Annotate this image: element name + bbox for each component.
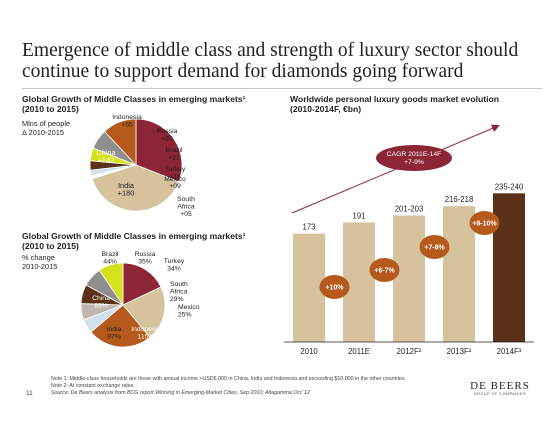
growth-label-4: +8-10% [472,221,497,228]
logo-sub: GROUP OF COMPANIES [473,392,527,396]
cagr-label: CAGR 2011E-14F +7-9% [387,151,442,166]
pie1-title: Global Growth of Middle Classes in emerg… [22,94,245,114]
pie2-subtitle: (2010 to 2015) [22,241,79,251]
bar-2012f- [393,215,425,342]
bar-2014f- [493,193,525,342]
pie1-slice-china [135,118,183,183]
pie2-unit-sub: 2010-2015 [22,261,58,271]
pie1-label-indonesia: Indonesia +55 [112,114,142,129]
pie1-unit-sub: Δ 2010-2015 [22,127,64,137]
pie2-label-turkey: Turkey 34% [164,258,185,273]
pie2-slice-brazil [98,262,124,307]
pie2-unit-label: % change [22,253,55,262]
pie2-title-text: Global Growth of Middle Classes in emerg… [22,231,246,241]
pie2-label-indonesia: Indonesia 115% [131,326,161,341]
x-tick-2014f-: 2014F³ [497,347,522,356]
bar-value-label-2010: 173 [302,223,315,232]
pie1-label-india: India +180 [118,181,135,198]
pie1-subtitle: (2010 to 2015) [22,104,79,114]
x-tick-2010: 2010 [300,347,318,356]
pie2-title: Global Growth of Middle Classes in emerg… [22,231,245,251]
growth-badge-3 [419,235,450,259]
pie1-title-text: Global Growth of Middle Classes in emerg… [22,94,246,104]
pie2-unit: % change 2010-2015 [22,253,58,271]
growth-label-3: +7-8% [424,245,445,252]
pie2-chart: China 83% India 97% Indonesia 115% Mexico 25%So… [80,251,200,348]
note-1: Note 1: Middle-class households are thos… [51,376,406,382]
pie1-label-china: China +142 [96,148,116,165]
growth-badge-2 [369,258,400,282]
bar-2011e [343,222,375,342]
pie2-label-south-africa: South Africa 29% [170,281,188,303]
bar-value-label-2012f-: 201-203 [395,205,424,214]
bar-value-label-2011e: 191 [352,211,365,220]
note-2: Note 2: At constant exchange rates [51,383,134,389]
growth-badge-4 [469,211,500,235]
bar-value-label-2014f-: 235-240 [495,182,524,191]
pie1-label-russia: Russia +32 [157,128,178,143]
pie1-label-mexico: Mexico +09 [164,176,186,190]
footnotes: Note 1: Middle-class households are thos… [51,376,406,397]
page-number: 11 [26,390,33,397]
pie2-slice-indonesia [90,304,151,348]
cagr-arrow [291,124,500,214]
company-logo: DE BEERS GROUP OF COMPANIES [465,380,535,396]
cagr-badge [376,145,452,171]
bar-title: Worldwide personal luxury goods market e… [290,94,499,114]
bar-chart: 173 2010 191 2011E 201-203 2012F² 216-218 2013F… [284,124,534,356]
pie1-label-south-africa: South Africa +05 [177,196,195,218]
bar-title-text: Worldwide personal luxury goods market e… [290,94,499,104]
pie2-label-mexico: Mexico 25% [178,304,200,319]
growth-label-2: +6-7% [374,268,395,275]
pie1-slice-indonesia [103,118,137,167]
bar-value-label-2013f-: 216-218 [445,195,474,204]
x-tick-2013f-: 2013F² [447,347,472,356]
pie2-label-india: India 97% [107,326,122,341]
pie2-label-brazil: Brazil 44% [102,251,119,266]
x-tick-2011e: 2011E [348,347,370,356]
title-divider [22,88,542,89]
page-title: Emergence of middle class and strength o… [22,40,519,82]
source-note: Source: De Beers analysis from BCG repor… [51,390,310,396]
pie1-unit: Mlns of people Δ 2010-2015 [22,119,71,137]
pie2-label-china: China 83% [92,295,110,310]
pie2-slice-china [122,262,162,306]
growth-badge-1 [319,275,350,299]
bar-2013f- [443,206,475,342]
growth-label-1: +10% [325,285,344,292]
pie1-label-turkey: Turkey +15 [165,166,186,181]
pie1-slice-india [91,164,180,212]
logo-name: DE BEERS [470,380,530,392]
pie1-unit-label: Mlns of people [22,119,71,128]
pie2-label-russia: Russia 35% [135,251,156,266]
pie2-slice-india [122,286,166,338]
pie1-label-brazil: Brazil +21 [166,147,183,162]
x-tick-2012f-: 2012F² [397,347,422,356]
bar-subtitle: (2010-2014F, €bn) [290,104,362,114]
